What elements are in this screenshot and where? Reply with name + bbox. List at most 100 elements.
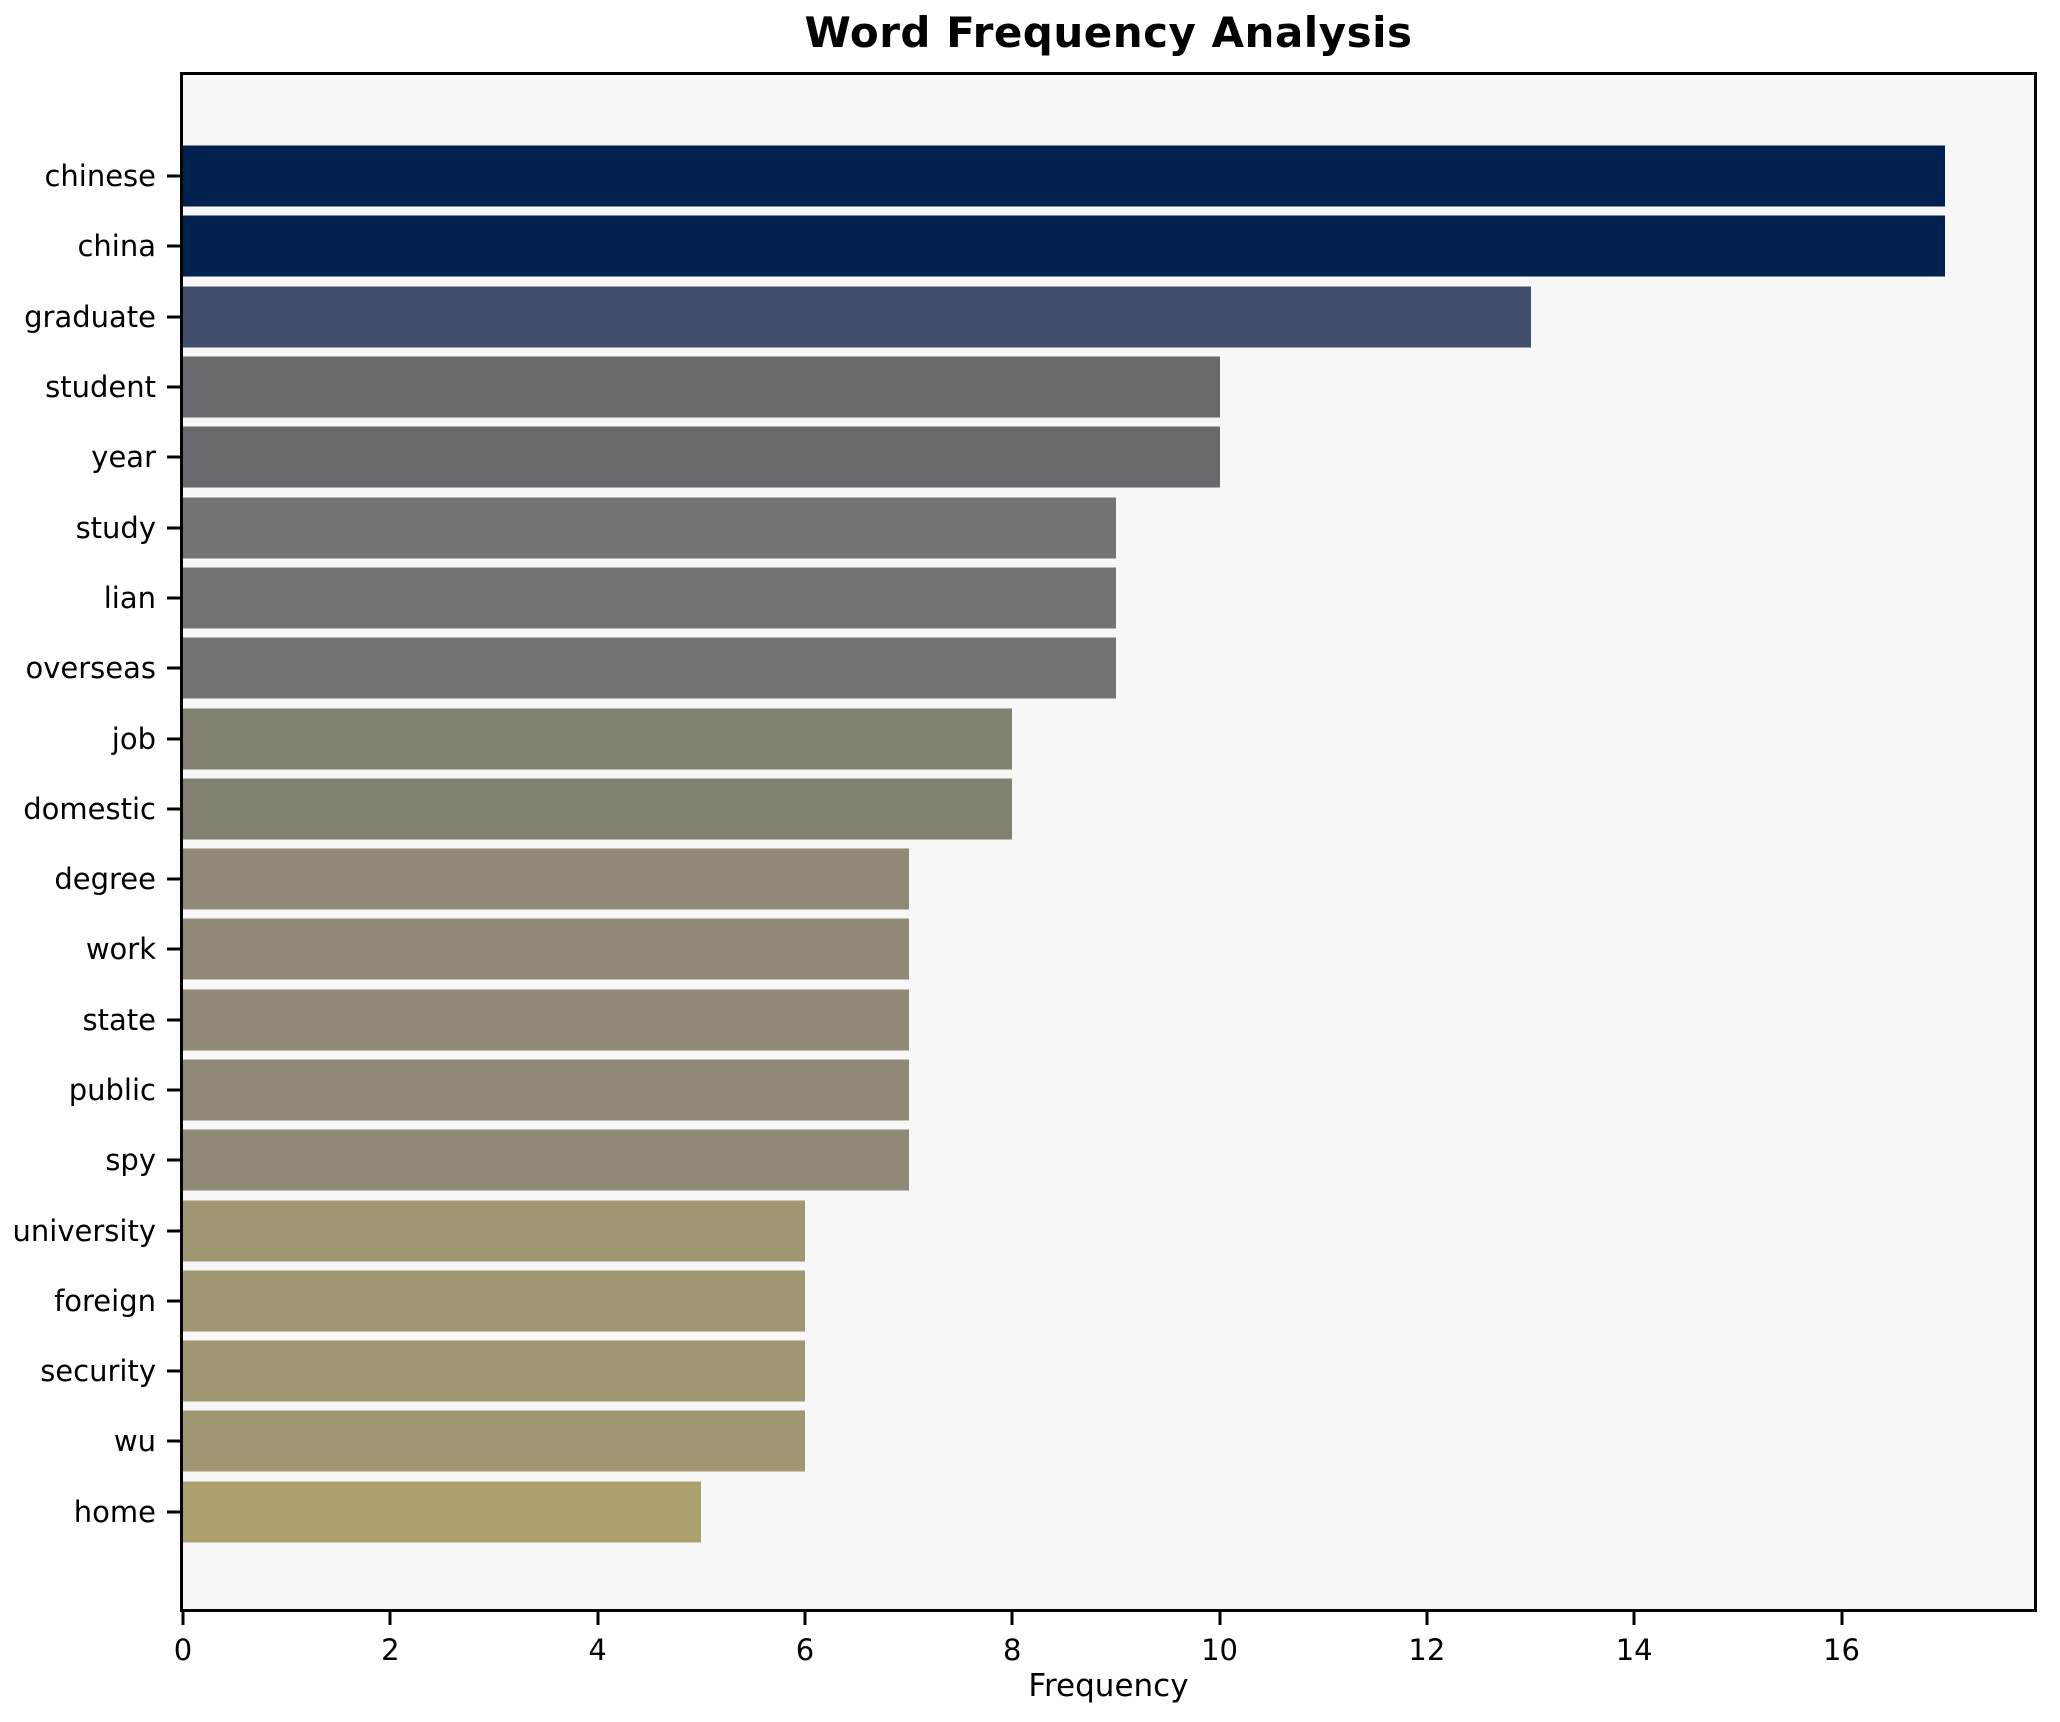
bars-container: chinese china graduate student year study lian… [13, 75, 2034, 1609]
y-tick [167, 1088, 180, 1092]
bar [183, 1129, 909, 1191]
y-tick [167, 807, 180, 811]
y-tick [167, 1439, 180, 1443]
bar-row: job [112, 703, 2034, 773]
y-tick [167, 526, 180, 530]
bar-row: year [91, 422, 2034, 492]
y-tick-label: job [111, 721, 156, 756]
x-tick [1218, 1612, 1222, 1625]
bar-row: student [45, 352, 2034, 422]
y-tick-label: year [91, 440, 156, 475]
y-tick-label: china [77, 229, 156, 264]
y-tick-label: study [75, 510, 156, 545]
bar [183, 778, 1013, 840]
y-tick-label: foreign [54, 1283, 156, 1318]
x-tick-label: 12 [1408, 1633, 1446, 1667]
x-tick [1425, 1612, 1429, 1625]
plot-area: chinese china graduate student year study lian… [13, 72, 2037, 1667]
y-tick-label: spy [105, 1143, 156, 1178]
x-tick-label: 10 [1201, 1633, 1239, 1667]
x-tick [1632, 1612, 1636, 1625]
x-tick-label: 0 [173, 1633, 193, 1667]
x-tick-label: 4 [588, 1633, 607, 1667]
x-tick-label: 8 [1003, 1633, 1022, 1667]
bar [183, 708, 1013, 770]
bar-row: university [13, 1195, 2034, 1265]
y-tick-label: state [82, 1002, 156, 1037]
x-tick [388, 1612, 392, 1625]
y-tick-label: home [73, 1494, 156, 1529]
bar-row: chinese [44, 141, 2034, 211]
bar-row: china [77, 211, 2034, 281]
y-tick-label: wu [113, 1424, 156, 1459]
bar [183, 286, 1531, 348]
y-tick-label: lian [103, 580, 156, 615]
bar [183, 1481, 702, 1543]
x-tick [803, 1612, 807, 1625]
x-tick [1010, 1612, 1014, 1625]
bar [183, 1200, 805, 1262]
x-tick [596, 1612, 600, 1625]
y-tick-label: student [45, 370, 156, 405]
bar [183, 567, 1116, 629]
bar-row: lian [104, 563, 2034, 633]
x-tick-label: 6 [795, 1633, 815, 1667]
y-tick [167, 1018, 180, 1022]
y-tick-label: security [40, 1354, 156, 1389]
bar [183, 637, 1116, 699]
bar-row: work [86, 914, 2034, 984]
x-tick-label: 2 [381, 1633, 400, 1667]
y-tick [167, 1229, 180, 1233]
chart-title: Word Frequency Analysis [804, 8, 1413, 57]
bar [183, 989, 909, 1051]
x-tick [1840, 1612, 1843, 1625]
bar-row: degree [54, 844, 2034, 914]
y-tick [167, 315, 180, 319]
bar-row: wu [114, 1406, 2034, 1476]
bar-row: study [76, 492, 2034, 562]
y-tick [167, 174, 180, 178]
y-tick-label: chinese [44, 159, 156, 194]
y-tick [167, 1510, 180, 1514]
bar [183, 215, 1946, 277]
y-tick [167, 1369, 180, 1373]
y-tick [167, 1299, 180, 1303]
bar [183, 848, 909, 910]
bar-row: spy [105, 1125, 2034, 1195]
bar [183, 1410, 805, 1472]
y-tick [167, 1158, 180, 1162]
bar-row: home [74, 1477, 2034, 1547]
y-tick [167, 666, 180, 670]
x-tick-label: 16 [1823, 1633, 1860, 1667]
y-tick [167, 244, 180, 248]
bar-row: public [69, 1055, 2034, 1125]
y-tick [167, 596, 180, 600]
bar-row: graduate [24, 282, 2034, 352]
y-tick-label: overseas [25, 651, 157, 686]
y-tick-label: work [85, 932, 156, 967]
y-tick-label: public [68, 1073, 156, 1107]
bar [183, 1059, 909, 1121]
bar [183, 356, 1220, 418]
y-tick-label: domestic [23, 791, 156, 826]
bar-row: security [40, 1336, 2034, 1406]
x-tick-label: 14 [1615, 1633, 1653, 1667]
y-tick-label: degree [54, 862, 156, 897]
y-tick [167, 947, 180, 951]
y-tick [167, 385, 180, 389]
y-tick [167, 737, 180, 741]
bar [183, 918, 909, 980]
bar [183, 1340, 805, 1402]
y-tick-label: university [12, 1213, 156, 1248]
bar [183, 145, 1946, 207]
y-tick [167, 877, 180, 881]
x-axis-label: Frequency [1028, 1668, 1189, 1704]
bar [183, 1270, 805, 1332]
bar [183, 426, 1220, 488]
y-tick [167, 455, 180, 459]
bar-row: state [83, 985, 2034, 1055]
bar [183, 497, 1116, 559]
bar-row: overseas [26, 633, 2034, 703]
bar-row: domestic [23, 774, 2034, 844]
